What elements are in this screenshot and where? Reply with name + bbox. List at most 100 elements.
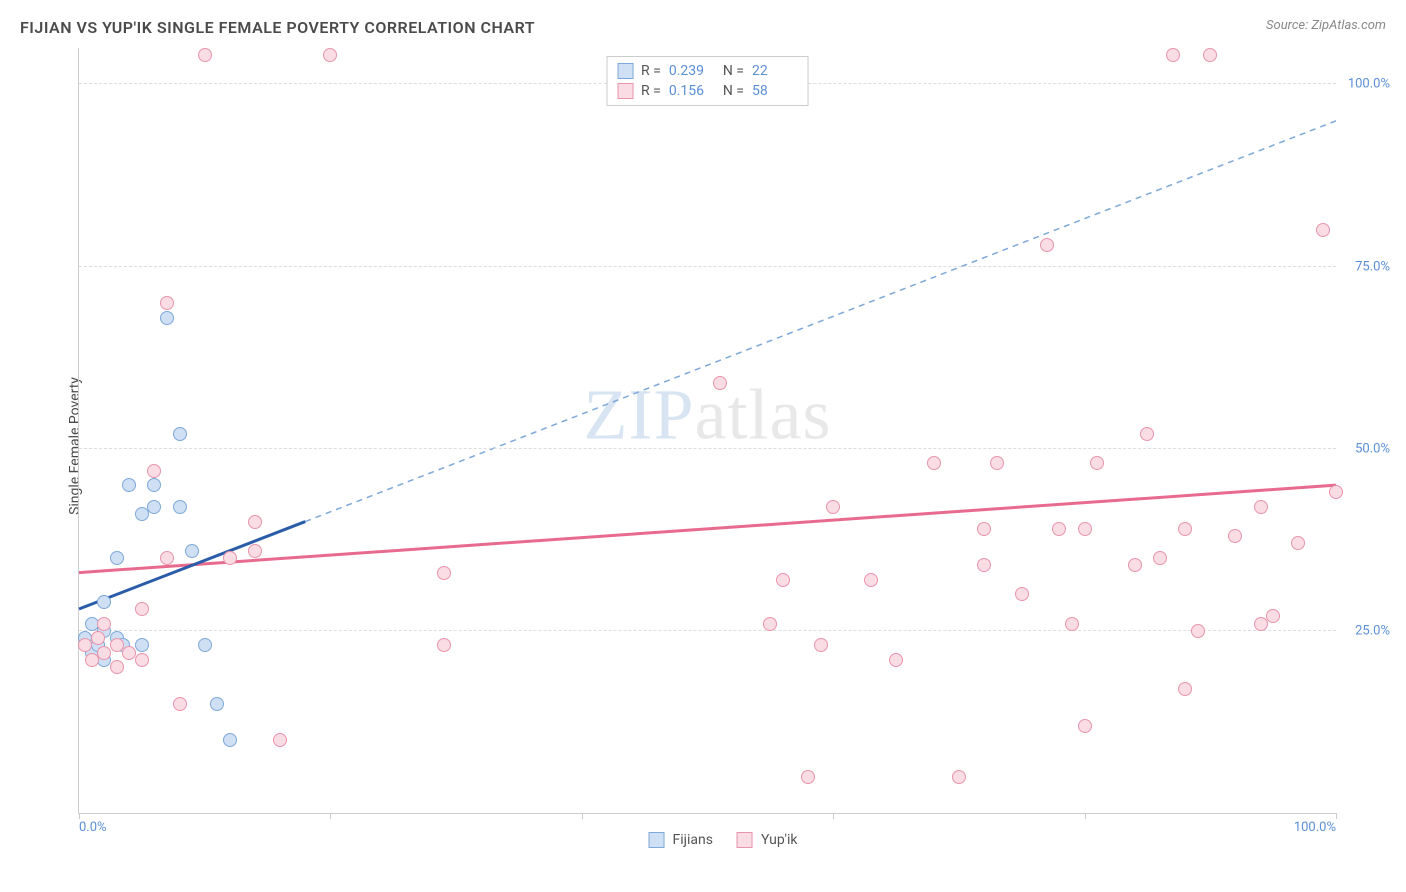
legend-n-label: N = [723,83,744,99]
scatter-point [437,638,451,652]
legend-r-label: R = [641,63,661,79]
scatter-point [135,653,149,667]
scatter-point [1191,624,1205,638]
scatter-point [248,544,262,558]
scatter-point [1078,719,1092,733]
legend-label-fijians: Fijians [673,832,713,848]
legend-r-value-yupik: 0.156 [669,83,715,99]
legend-r-value-fijians: 0.239 [669,63,715,79]
scatter-point [864,573,878,587]
scatter-point [97,617,111,631]
scatter-point [826,500,840,514]
trend-line [305,121,1336,522]
legend-swatch-yupik [617,83,633,99]
scatter-point [1316,223,1330,237]
x-tick [582,813,583,819]
y-tick-label: 50.0% [1340,441,1390,456]
legend-n-value-fijians: 22 [752,63,798,79]
scatter-point [223,733,237,747]
scatter-point [135,507,149,521]
legend-item-yupik: Yup'ik [737,832,797,848]
legend-label-yupik: Yup'ik [761,832,797,848]
x-tick [833,813,834,819]
trend-line [79,485,1336,572]
scatter-point [1254,617,1268,631]
scatter-point [763,617,777,631]
y-tick-label: 75.0% [1340,259,1390,274]
scatter-point [990,456,1004,470]
scatter-point [1203,48,1217,62]
scatter-point [147,478,161,492]
scatter-point [173,697,187,711]
scatter-point [160,311,174,325]
scatter-point [122,478,136,492]
scatter-point [776,573,790,587]
scatter-point [814,638,828,652]
scatter-point [1140,427,1154,441]
scatter-point [135,638,149,652]
scatter-point [1052,522,1066,536]
chart-title: FIJIAN VS YUP'IK SINGLE FEMALE POVERTY C… [20,18,535,37]
x-tick-label: 0.0% [79,820,107,835]
scatter-point [977,558,991,572]
scatter-point [147,464,161,478]
gridline [79,266,1336,267]
legend-swatch-fijians [649,832,665,848]
scatter-point [160,296,174,310]
scatter-point [1040,238,1054,252]
scatter-point [110,660,124,674]
x-tick [330,813,331,819]
scatter-point [713,376,727,390]
scatter-point [248,515,262,529]
scatter-point [1166,48,1180,62]
legend-n-value-yupik: 58 [752,83,798,99]
scatter-point [1178,682,1192,696]
scatter-point [1254,500,1268,514]
chart-container: ZIPatlas R = 0.239 N = 22 R = 0.156 N = … [50,48,1396,852]
scatter-point [91,631,105,645]
x-tick [79,813,80,819]
x-tick-label: 100.0% [1294,820,1336,835]
scatter-point [173,500,187,514]
watermark-zip: ZIP [584,375,695,455]
scatter-point [210,697,224,711]
scatter-point [1178,522,1192,536]
scatter-point [97,595,111,609]
scatter-point [801,770,815,784]
scatter-point [1128,558,1142,572]
scatter-point [78,638,92,652]
legend-stats: R = 0.239 N = 22 R = 0.156 N = 58 [606,56,809,106]
scatter-point [97,646,111,660]
scatter-point [1291,536,1305,550]
scatter-point [1090,456,1104,470]
gridline [79,448,1336,449]
scatter-point [223,551,237,565]
gridline [79,630,1336,631]
scatter-point [1065,617,1079,631]
scatter-point [1228,529,1242,543]
scatter-point [173,427,187,441]
scatter-point [1329,485,1343,499]
scatter-point [1078,522,1092,536]
scatter-point [273,733,287,747]
legend-swatch-fijians [617,63,633,79]
legend-stats-row-yupik: R = 0.156 N = 58 [617,81,798,101]
legend-stats-row-fijians: R = 0.239 N = 22 [617,61,798,81]
scatter-point [952,770,966,784]
scatter-point [1266,609,1280,623]
plot-area: ZIPatlas R = 0.239 N = 22 R = 0.156 N = … [78,48,1336,814]
source-label: Source: ZipAtlas.com [1266,18,1386,33]
trend-line [79,522,305,609]
scatter-point [323,48,337,62]
watermark: ZIPatlas [584,374,832,457]
y-tick-label: 100.0% [1340,77,1390,92]
scatter-point [160,551,174,565]
scatter-point [1015,587,1029,601]
x-tick [1085,813,1086,819]
legend-n-label: N = [723,63,744,79]
legend-series: Fijians Yup'ik [649,832,798,848]
legend-r-label: R = [641,83,661,99]
y-tick-label: 25.0% [1340,623,1390,638]
scatter-point [1153,551,1167,565]
legend-item-fijians: Fijians [649,832,713,848]
